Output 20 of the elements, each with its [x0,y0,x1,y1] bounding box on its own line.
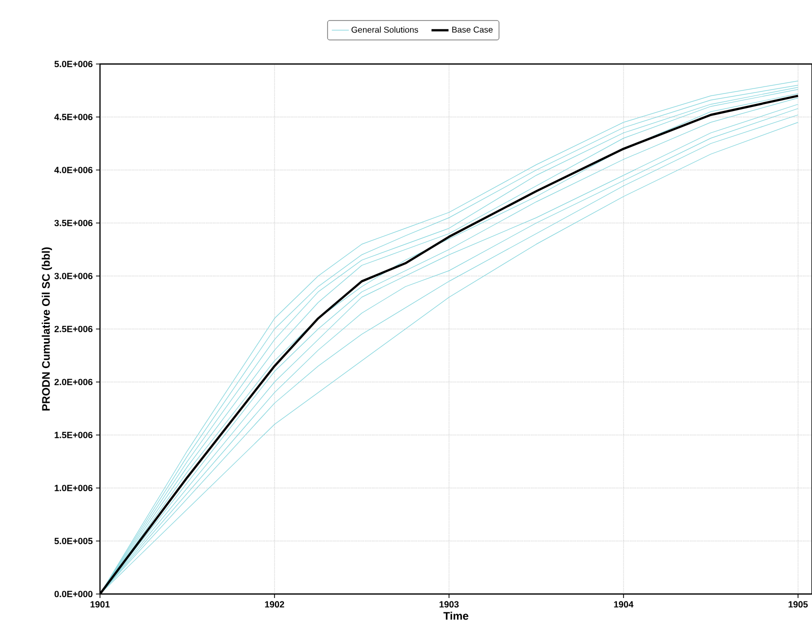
y-tick-label: 5.0E+006 [54,60,92,68]
x-tick-label: 1902 [265,601,284,608]
y-tick-label: 2.5E+006 [54,326,92,332]
y-tick-label: 1.5E+006 [54,432,92,438]
legend-label: Base Case [452,26,493,33]
x-tick-label: 1903 [440,601,459,608]
x-tick-label: 1904 [614,601,634,608]
y-tick-label: 3.5E+006 [54,220,92,226]
y-tick-label: 4.0E+006 [54,166,92,174]
y-tick-label: 3.0E+006 [54,272,92,280]
x-tick-label: 1905 [788,601,808,608]
y-tick-label: 4.5E+006 [54,114,92,120]
legend-label: General Solutions [352,26,418,33]
y-tick-label: 5.0E+005 [54,538,93,544]
y-tick-label: 1.0E+006 [54,484,92,492]
y-tick-label: 0.0E+000 [54,590,92,598]
x-axis-title: Time [443,612,468,620]
y-tick-label: 2.0E+006 [54,378,92,386]
x-tick-label: 1901 [90,601,110,608]
y-axis-title: PRODN Cumulative Oil SC (bbl) [42,247,52,410]
